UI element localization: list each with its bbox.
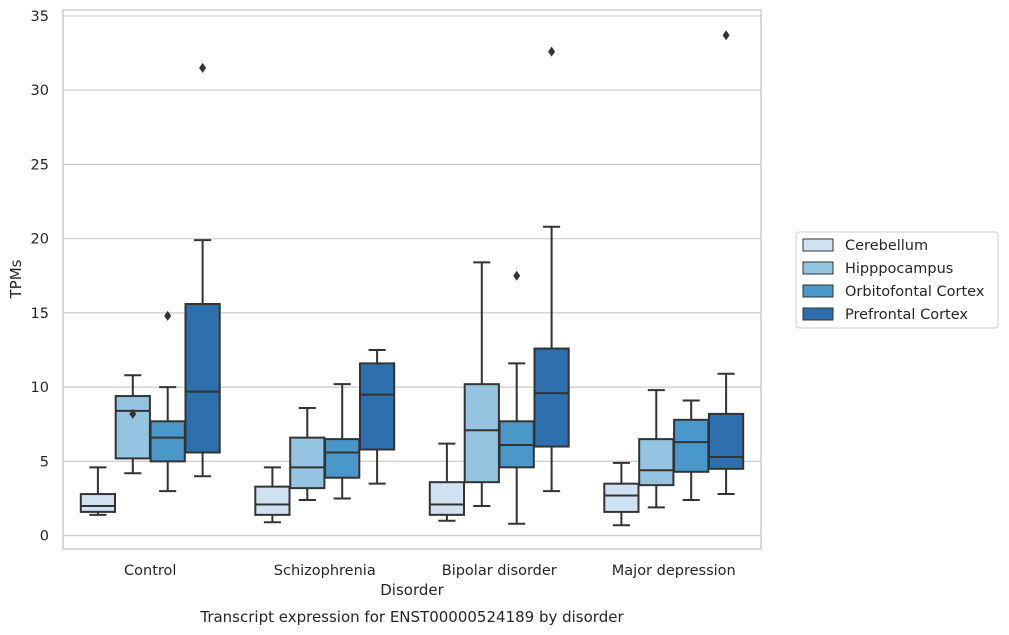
y-tick-label: 0 — [40, 529, 49, 545]
legend-swatch — [802, 261, 834, 275]
legend-swatch — [802, 238, 834, 252]
y-tick-label: 35 — [31, 9, 49, 25]
y-axis-ticks: 0 5 10 15 20 25 30 35 — [31, 9, 49, 545]
box-iqr — [289, 436, 326, 490]
legend-label: Hipppocampus — [845, 261, 953, 277]
box-0-0 — [79, 466, 117, 516]
box-iqr — [79, 493, 117, 513]
box-iqr — [707, 412, 745, 470]
y-tick-label: 20 — [31, 232, 49, 248]
x-tick-label: Control — [124, 563, 176, 579]
box-iqr — [463, 383, 500, 484]
x-tick-label: Schizophrenia — [274, 563, 376, 579]
box-iqr — [603, 482, 640, 513]
box-2-0 — [149, 310, 186, 493]
box-iqr — [533, 347, 570, 448]
y-tick-label: 5 — [40, 454, 49, 470]
gridlines — [63, 15, 761, 537]
box-3-0 — [184, 62, 221, 478]
box-iqr — [254, 485, 291, 516]
box-iqr — [184, 303, 221, 454]
legend-label: Cerebellum — [845, 238, 928, 254]
outlier-point — [164, 310, 172, 321]
box-iqr — [324, 438, 361, 479]
box-0-1 — [254, 466, 291, 524]
box-3-2 — [533, 46, 570, 493]
box-iqr — [673, 418, 710, 473]
y-tick-label: 25 — [31, 157, 49, 173]
legend-swatch — [802, 307, 834, 321]
y-tick-label: 10 — [31, 380, 49, 396]
box-3-1 — [358, 349, 396, 485]
box-iqr — [428, 481, 466, 516]
box-1-0 — [114, 374, 151, 475]
box-iqr — [638, 438, 675, 487]
x-tick-label: Bipolar disorder — [442, 563, 557, 579]
x-tick-label: Major depression — [612, 563, 736, 579]
outlier-point — [722, 30, 730, 41]
legend-label: Prefrontal Cortex — [845, 307, 968, 323]
box-2-1 — [324, 383, 361, 500]
outlier-point — [548, 46, 556, 57]
box-0-3 — [603, 461, 640, 527]
box-iqr — [358, 362, 396, 451]
box-iqr — [149, 420, 186, 463]
legend: Cerebellum Hipppocampus Orbitofontal Corte… — [795, 231, 999, 329]
box-0-2 — [428, 442, 466, 522]
box-3-3 — [707, 30, 745, 496]
x-axis-ticks: Control Schizophrenia Bipolar disorder Majo… — [124, 563, 736, 579]
chart-title: Transcript expression for ENST0000052418… — [199, 608, 624, 626]
box-1-3 — [638, 389, 675, 509]
outlier-point — [513, 270, 521, 281]
outlier-point — [199, 62, 207, 73]
y-axis-label: TPMs — [7, 259, 25, 299]
box-2-2 — [498, 270, 535, 525]
y-tick-label: 15 — [31, 306, 49, 322]
x-axis-label: Disorder — [380, 581, 444, 599]
legend-swatch — [802, 284, 834, 298]
y-tick-label: 30 — [31, 83, 49, 99]
outlier-point — [129, 408, 137, 419]
box-iqr — [114, 395, 151, 460]
plot-frame — [62, 9, 762, 550]
legend-frame — [795, 231, 999, 329]
legend-label: Orbitofontal Cortex — [845, 284, 985, 300]
box-series — [79, 30, 745, 527]
